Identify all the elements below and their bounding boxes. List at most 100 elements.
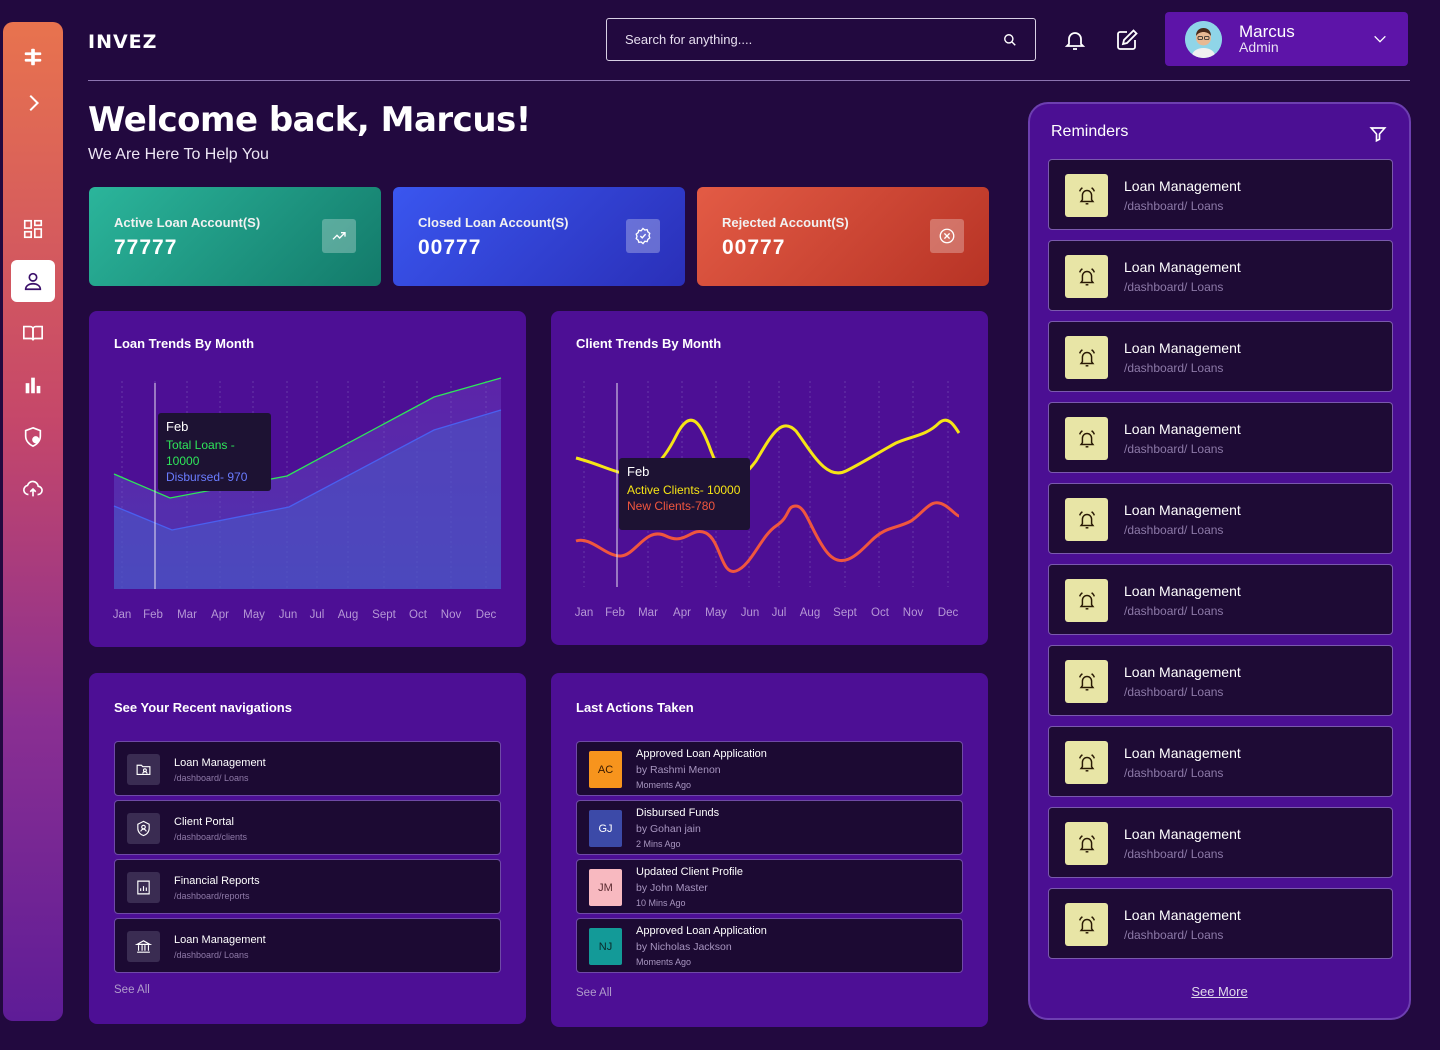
- recent-nav-item[interactable]: Client Portal /dashboard/clients: [114, 800, 501, 855]
- logo-mark-icon[interactable]: [11, 36, 55, 78]
- see-more-link[interactable]: See More: [1191, 984, 1248, 999]
- action-title: Approved Loan Application: [636, 925, 767, 937]
- edit-icon[interactable]: [1115, 28, 1139, 52]
- reminder-item[interactable]: Loan Management/dashboard/ Loans: [1048, 726, 1393, 797]
- loan-trends-panel: Loan Trends By Month Feb Total Loans - 1…: [89, 311, 526, 647]
- reminder-path: /dashboard/ Loans: [1124, 280, 1224, 294]
- x-tick: Sept: [372, 609, 396, 621]
- alarm-bell-icon: [1065, 579, 1108, 622]
- recent-nav-item[interactable]: Financial Reports /dashboard/reports: [114, 859, 501, 914]
- filter-icon[interactable]: [1369, 125, 1387, 143]
- page-subtitle: We Are Here To Help You: [88, 146, 269, 163]
- x-tick: May: [705, 607, 727, 619]
- action-avatar-badge: GJ: [589, 810, 622, 847]
- x-tick: Dec: [937, 607, 959, 619]
- shield-gear-icon[interactable]: [11, 416, 55, 458]
- trend-up-icon[interactable]: [322, 219, 356, 253]
- x-tick: Oct: [871, 607, 889, 619]
- cloud-upload-icon[interactable]: [11, 468, 55, 510]
- reminder-item[interactable]: Loan Management/dashboard/ Loans: [1048, 402, 1393, 473]
- tooltip-new-clients: New Clients-780: [627, 499, 716, 513]
- reminder-path: /dashboard/ Loans: [1124, 361, 1224, 375]
- rejected-accounts-card[interactable]: Rejected Account(S) 00777: [697, 187, 989, 286]
- reminder-item[interactable]: Loan Management/dashboard/ Loans: [1048, 564, 1393, 635]
- search-icon[interactable]: [1003, 33, 1017, 47]
- alarm-bell-icon: [1065, 255, 1108, 298]
- action-avatar-badge: JM: [589, 869, 622, 906]
- stat-value: 77777: [114, 236, 178, 259]
- bank-icon: [127, 931, 160, 962]
- expand-chevron-icon[interactable]: [11, 82, 55, 124]
- reminder-title: Loan Management: [1124, 583, 1241, 599]
- reminder-item[interactable]: Loan Management/dashboard/ Loans: [1048, 483, 1393, 554]
- x-tick: Feb: [143, 609, 163, 621]
- action-time: 10 Mins Ago: [636, 898, 686, 908]
- loan-trends-chart: [113, 377, 502, 589]
- last-actions-panel: Last Actions Taken AC Approved Loan Appl…: [551, 673, 988, 1027]
- x-tick: Dec: [475, 609, 497, 621]
- user-icon[interactable]: [11, 260, 55, 302]
- x-tick: Feb: [605, 607, 625, 619]
- x-tick: Jun: [278, 609, 298, 621]
- nav-path: /dashboard/ Loans: [174, 950, 249, 960]
- chevron-down-icon[interactable]: [1372, 31, 1388, 47]
- page-title: Welcome back, Marcus!: [88, 100, 531, 140]
- action-by: by Nicholas Jackson: [636, 941, 732, 953]
- user-profile-menu[interactable]: Marcus Admin: [1165, 12, 1408, 66]
- reminder-title: Loan Management: [1124, 259, 1241, 275]
- close-circle-icon[interactable]: [930, 219, 964, 253]
- see-all-link[interactable]: See All: [576, 987, 612, 999]
- reminder-item[interactable]: Loan Management/dashboard/ Loans: [1048, 321, 1393, 392]
- alarm-bell-icon: [1065, 336, 1108, 379]
- x-tick: Aug: [337, 609, 359, 621]
- x-tick: Aug: [799, 607, 821, 619]
- client-trends-panel: Client Trends By Month Feb Active Client…: [551, 311, 988, 645]
- tooltip-month: Feb: [166, 419, 189, 434]
- check-badge-icon[interactable]: [626, 219, 660, 253]
- see-all-link[interactable]: See All: [114, 984, 150, 996]
- action-time: 2 Mins Ago: [636, 839, 681, 849]
- reminder-path: /dashboard/ Loans: [1124, 604, 1224, 618]
- action-by: by Gohan jain: [636, 823, 701, 835]
- reminder-item[interactable]: Loan Management/dashboard/ Loans: [1048, 807, 1393, 878]
- nav-title: Loan Management: [174, 934, 266, 946]
- reminder-item[interactable]: Loan Management/dashboard/ Loans: [1048, 645, 1393, 716]
- closed-loans-card[interactable]: Closed Loan Account(S) 00777: [393, 187, 685, 286]
- stat-label: Active Loan Account(S): [114, 215, 261, 230]
- reminder-path: /dashboard/ Loans: [1124, 928, 1224, 942]
- book-icon[interactable]: [11, 312, 55, 354]
- action-item[interactable]: NJ Approved Loan Application by Nicholas…: [576, 918, 963, 973]
- reminder-item[interactable]: Loan Management/dashboard/ Loans: [1048, 159, 1393, 230]
- alarm-bell-icon: [1065, 660, 1108, 703]
- action-item[interactable]: AC Approved Loan Application by Rashmi M…: [576, 741, 963, 796]
- stat-value: 00777: [418, 236, 482, 259]
- reminder-item[interactable]: Loan Management/dashboard/ Loans: [1048, 888, 1393, 959]
- chart-title: Loan Trends By Month: [114, 336, 255, 351]
- action-item[interactable]: GJ Disbursed Funds by Gohan jain 2 Mins …: [576, 800, 963, 855]
- nav-title: Client Portal: [174, 816, 234, 828]
- action-item[interactable]: JM Updated Client Profile by John Master…: [576, 859, 963, 914]
- alarm-bell-icon: [1065, 498, 1108, 541]
- alarm-bell-icon: [1065, 822, 1108, 865]
- active-loans-card[interactable]: Active Loan Account(S) 77777: [89, 187, 381, 286]
- header-divider: [88, 80, 1410, 81]
- x-tick: Apr: [673, 607, 691, 619]
- dashboard-icon[interactable]: [11, 208, 55, 250]
- search-input[interactable]: [625, 32, 1003, 47]
- recent-navigations-panel: See Your Recent navigations Loan Managem…: [89, 673, 526, 1024]
- action-time: Moments Ago: [636, 957, 692, 967]
- action-avatar-badge: NJ: [589, 928, 622, 965]
- reminder-title: Loan Management: [1124, 340, 1241, 356]
- search-bar[interactable]: [606, 18, 1036, 61]
- recent-nav-item[interactable]: Loan Management /dashboard/ Loans: [114, 741, 501, 796]
- x-tick: Jun: [740, 607, 760, 619]
- nav-path: /dashboard/ Loans: [174, 773, 249, 783]
- action-by: by John Master: [636, 882, 708, 894]
- recent-nav-item[interactable]: Loan Management /dashboard/ Loans: [114, 918, 501, 973]
- reminder-title: Loan Management: [1124, 826, 1241, 842]
- bar-chart-icon[interactable]: [11, 364, 55, 406]
- client-chart-tooltip: Feb Active Clients- 10000 New Clients-78…: [619, 458, 750, 530]
- reminder-title: Loan Management: [1124, 421, 1241, 437]
- reminder-item[interactable]: Loan Management/dashboard/ Loans: [1048, 240, 1393, 311]
- notification-bell-icon[interactable]: [1063, 28, 1087, 52]
